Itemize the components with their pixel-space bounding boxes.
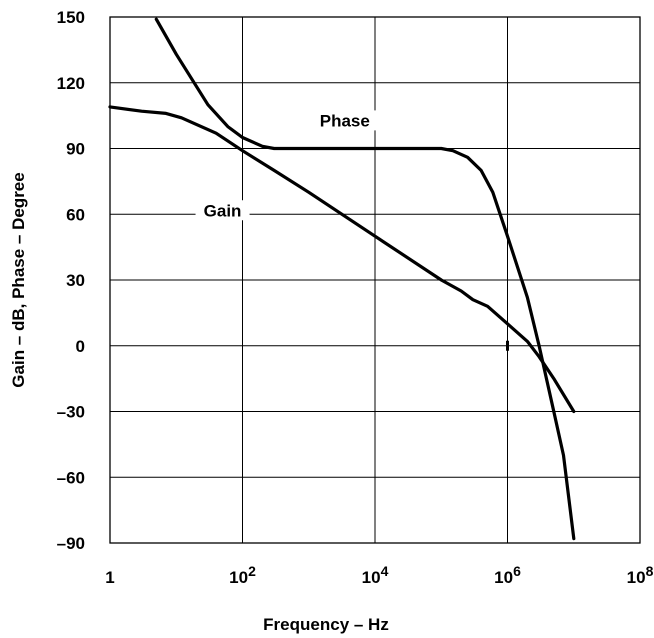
y-tick-label: 120 <box>57 74 85 93</box>
y-tick-label: 150 <box>57 8 85 27</box>
series-labels: Gain Phase <box>195 110 378 221</box>
y-tick-labels: 150 120 90 60 30 0 –30 –60 –90 <box>57 8 85 553</box>
x-tick-label: 104 <box>362 563 389 587</box>
y-tick-label: 0 <box>76 337 85 356</box>
x-tick-label: 1 <box>105 568 114 587</box>
gain-label: Gain <box>204 201 242 220</box>
y-tick-label: 90 <box>66 140 85 159</box>
x-tick-label: 108 <box>627 563 654 587</box>
phase-curve <box>154 17 576 541</box>
curves <box>108 17 576 541</box>
y-tick-label: –60 <box>57 468 85 487</box>
y-tick-label: 30 <box>66 271 85 290</box>
phase-label-bg <box>312 110 378 131</box>
phase-label: Phase <box>320 111 370 130</box>
x-axis-title: Frequency – Hz <box>263 615 389 634</box>
x-tick-label: 102 <box>229 563 256 587</box>
grid <box>109 16 641 544</box>
gain-curve <box>108 105 576 414</box>
y-axis-title: Gain – dB, Phase – Degree <box>9 172 28 387</box>
x-tick-labels: 1 102 104 106 108 <box>105 563 653 587</box>
x-tick-label: 106 <box>494 563 521 587</box>
y-tick-label: –30 <box>57 403 85 422</box>
y-tick-label: –90 <box>57 534 85 553</box>
y-tick-label: 60 <box>66 205 85 224</box>
gain-label-bg <box>195 200 250 221</box>
